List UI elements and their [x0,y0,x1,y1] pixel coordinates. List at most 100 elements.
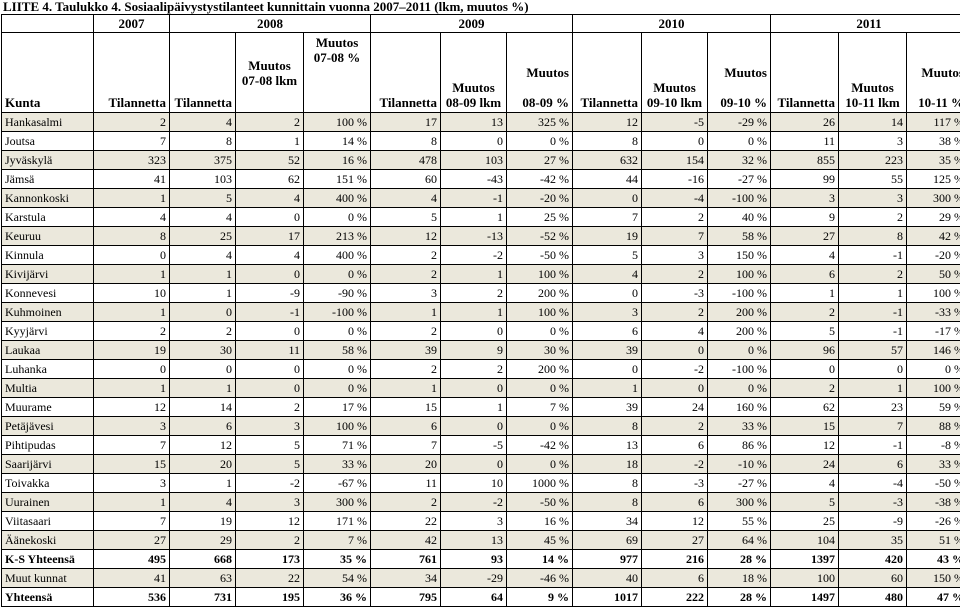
value-cell: 100 [771,569,839,588]
value-cell: 18 [573,455,642,474]
value-cell: 300 % [708,493,771,512]
year-2007-header: 2007 [94,15,170,33]
value-cell: 27 [642,531,708,550]
value-cell: 27 [94,531,170,550]
value-cell: -42 % [507,436,573,455]
value-cell: 200 % [507,284,573,303]
value-cell: 2 [441,360,507,379]
kunta-cell: Jyväskylä [2,151,94,170]
value-cell: 40 [573,569,642,588]
value-cell: 55 % [708,512,771,531]
value-cell: 86 % [708,436,771,455]
value-cell: 0 [573,360,642,379]
value-cell: 5 [771,493,839,512]
value-cell: 17 [371,113,441,132]
value-cell: 45 % [507,531,573,550]
value-cell: 30 % [507,341,573,360]
value-cell: 12 [371,227,441,246]
value-cell: 3 [236,493,304,512]
value-cell: 0 [236,322,304,341]
value-cell: 103 [170,170,236,189]
value-cell: 13 [573,436,642,455]
value-cell: 12 [642,512,708,531]
value-cell: 59 % [907,398,960,417]
value-cell: 2 [642,265,708,284]
value-cell: 3 [94,417,170,436]
value-cell: 2 [771,303,839,322]
value-cell: 0 [573,189,642,208]
value-cell: 42 [371,531,441,550]
value-cell: 0 [236,208,304,227]
value-cell: 20 [371,455,441,474]
value-cell: -20 % [507,189,573,208]
value-cell: 200 % [507,360,573,379]
muutos-2011-pct-header: Muutos 10-11 % [907,33,960,113]
value-cell: 0 % [304,208,371,227]
value-cell: 300 % [304,493,371,512]
value-cell: 213 % [304,227,371,246]
value-cell: 2 [236,531,304,550]
kunta-cell: Kannonkoski [2,189,94,208]
value-cell: 0 % [708,379,771,398]
value-cell: 1 [441,398,507,417]
value-cell: 13 [441,113,507,132]
value-cell: 12 [573,113,642,132]
value-cell: 44 [573,170,642,189]
value-cell: 2 [642,417,708,436]
value-cell: -9 [839,512,907,531]
tilannetta-2010-header: Tilannetta [573,33,642,113]
value-cell: 11 [771,132,839,151]
table-title: LIITE 4. Taulukko 4. Sosiaalipäivystysti… [0,0,960,14]
value-cell: -100 % [708,360,771,379]
value-cell: 12 [94,398,170,417]
value-cell: 0 % [507,379,573,398]
muutos-2008-pct-header: Muutos 07-08 % [304,33,371,113]
value-cell: 4 [170,246,236,265]
kunta-cell: Uurainen [2,493,94,512]
value-cell: 28 % [708,550,771,569]
period-label: 07-08 % [307,50,367,65]
value-cell: -20 % [907,246,960,265]
value-cell: 2 [371,360,441,379]
value-cell: -1 [441,189,507,208]
value-cell: 2 [94,113,170,132]
value-cell: 6 [771,265,839,284]
value-cell: 0 [642,341,708,360]
value-cell: -1 [236,303,304,322]
value-cell: 38 % [907,132,960,151]
value-cell: 420 [839,550,907,569]
value-cell: 1 [236,132,304,151]
muutos-2009-lkm-header: Muutos 08-09 lkm [441,33,507,113]
value-cell: 223 [839,151,907,170]
value-cell: 11 [371,474,441,493]
value-cell: 3 [839,132,907,151]
value-cell: 27 [771,227,839,246]
value-cell: 478 [371,151,441,170]
value-cell: 34 [573,512,642,531]
value-cell: -2 [441,246,507,265]
value-cell: 150 % [907,569,960,588]
year-header-row: 2007 2008 2009 2010 2011 [2,15,960,33]
period-label: 07-08 lkm [239,73,300,88]
value-cell: 35 % [304,550,371,569]
value-cell: 4 [642,322,708,341]
value-cell: 100 % [708,265,771,284]
muutos-label: Muutos [307,35,367,50]
value-cell: 62 [236,170,304,189]
value-cell: 8 [94,227,170,246]
value-cell: 12 [771,436,839,455]
value-cell: 0 [94,360,170,379]
value-cell: 8 [573,493,642,512]
value-cell: 4 [771,246,839,265]
value-cell: 7 [371,436,441,455]
value-cell: 62 [771,398,839,417]
value-cell: -100 % [708,189,771,208]
tilannetta-2009-header: Tilannetta [371,33,441,113]
value-cell: 0 [236,379,304,398]
value-cell: 17 % [304,398,371,417]
value-cell: 0 % [507,322,573,341]
value-cell: 64 % [708,531,771,550]
